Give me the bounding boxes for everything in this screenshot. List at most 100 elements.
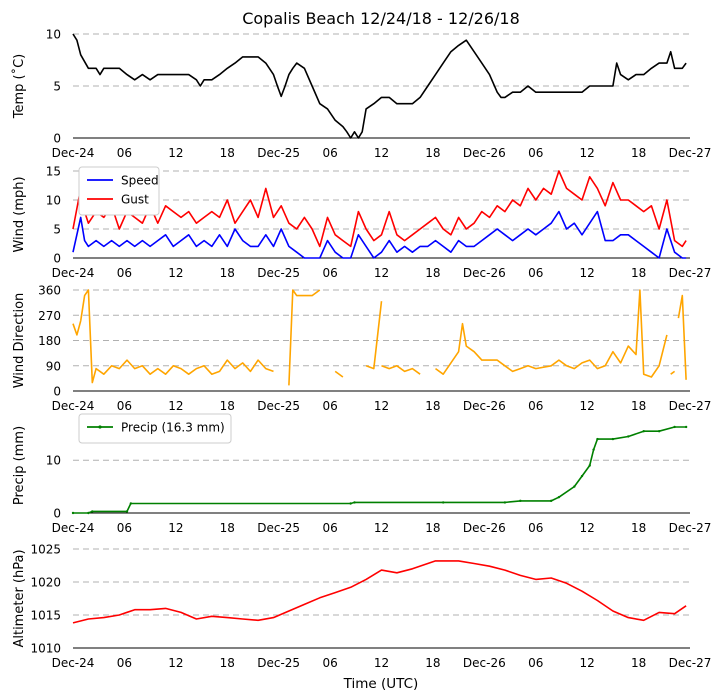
series-line-direction-0-seg3 (334, 370, 344, 378)
y-tick-label: 0 (53, 507, 61, 521)
y-tick-label: 0 (53, 385, 61, 399)
x-tick-label: 18 (220, 521, 235, 535)
legend: Speed Gust (78, 166, 160, 216)
x-tick-label: Dec-27 (669, 266, 712, 280)
x-tick-label: 06 (528, 266, 543, 280)
series-line-direction-0-seg5 (381, 364, 421, 375)
x-tick-label: 06 (117, 266, 132, 280)
legend: Precip (16.3 mm) (78, 413, 232, 444)
x-tick-label: 06 (117, 521, 132, 535)
x-tick-label: Dec-27 (669, 521, 712, 535)
x-tick-label: 12 (580, 146, 595, 160)
data-point (596, 437, 599, 441)
x-tick-label: 06 (117, 399, 132, 413)
x-tick-label: 12 (580, 266, 595, 280)
data-point (519, 499, 522, 503)
series-line-temp-0 (72, 33, 687, 139)
x-tick-label: 12 (580, 521, 595, 535)
x-tick-label: 12 (168, 399, 183, 413)
x-tick-label: Dec-25 (257, 399, 300, 413)
x-tick-label: 06 (322, 656, 337, 670)
x-tick-label: Dec-24 (52, 656, 95, 670)
y-tick-label: 10 (46, 28, 61, 42)
series-line-wind-0 (72, 210, 687, 259)
y-axis-label: Altimeter (hPa) (12, 549, 27, 647)
data-point (684, 425, 688, 429)
data-point (642, 429, 645, 433)
chart-title: Copalis Beach 12/24/18 - 12/26/18 (242, 9, 520, 28)
x-tick-label: 18 (220, 656, 235, 670)
y-axis-label: Wind (mph) (12, 176, 27, 252)
y-tick-label: 90 (46, 359, 61, 373)
x-tick-label: 12 (168, 656, 183, 670)
series-line-direction-0-seg0 (72, 320, 82, 336)
data-point (592, 448, 595, 451)
panel-altimeter: 1010 1015 1020 1025 Dec-24 06 12 18 Dec-25 06 12 18… (12, 543, 711, 671)
x-tick-label: 06 (528, 399, 543, 413)
data-point (442, 501, 445, 504)
data-point (71, 511, 75, 515)
data-point (627, 435, 630, 438)
y-tick-label: 1015 (30, 609, 61, 623)
series-line-direction-0-seg4 (365, 301, 383, 370)
x-tick-label: Dec-24 (52, 399, 95, 413)
x-tick-label: 12 (168, 146, 183, 160)
y-tick-label: 15 (46, 165, 61, 179)
x-tick-label: 18 (220, 266, 235, 280)
x-tick-label: 18 (425, 266, 440, 280)
series-line-direction-0-seg1 (79, 289, 274, 384)
x-tick-label: 18 (425, 146, 440, 160)
series-line-direction-0-seg2 (288, 289, 321, 386)
legend-label: Speed (121, 174, 159, 188)
x-tick-label: Dec-24 (52, 266, 95, 280)
y-tick-label: 270 (38, 309, 61, 323)
data-point (91, 510, 94, 513)
data-point (349, 502, 352, 505)
x-tick-label: Dec-26 (463, 146, 506, 160)
data-point (657, 429, 661, 433)
x-tick-label: 06 (117, 146, 132, 160)
legend-box (78, 413, 232, 444)
legend-label: Precip (16.3 mm) (121, 421, 225, 435)
x-tick-label: 06 (528, 521, 543, 535)
x-tick-label: 06 (322, 521, 337, 535)
x-tick-label: 18 (631, 521, 646, 535)
x-tick-label: Dec-25 (257, 521, 300, 535)
y-axis-label: Wind Direction (12, 293, 27, 389)
x-tick-label: 18 (220, 399, 235, 413)
y-tick-label: 0 (53, 132, 61, 146)
x-tick-label: 12 (374, 656, 389, 670)
x-tick-label: 06 (322, 266, 337, 280)
data-point (588, 464, 591, 467)
x-tick-label: 12 (168, 521, 183, 535)
y-tick-label: 5 (53, 223, 61, 237)
x-tick-label: 18 (425, 521, 440, 535)
data-point (87, 511, 90, 515)
data-point (573, 485, 576, 488)
series-line-direction-0-seg6 (435, 289, 668, 378)
x-tick-label: 18 (425, 399, 440, 413)
x-tick-label: Dec-27 (669, 656, 712, 670)
x-tick-label: Dec-27 (669, 399, 712, 413)
x-tick-label: 18 (631, 656, 646, 670)
x-tick-label: Dec-26 (463, 521, 506, 535)
x-tick-label: Dec-27 (669, 146, 712, 160)
panel-wind: 0 5 10 15 Dec-24 06 12 18 Dec-25 06 12 18 Dec-26 06 12… (12, 165, 711, 281)
data-point (503, 501, 507, 504)
x-tick-label: Dec-26 (463, 656, 506, 670)
panel-direction: 0 90 180 270 360 Dec-24 06 12 18 Dec-25 06 12 18 Dec-… (12, 284, 711, 414)
x-tick-label: 18 (631, 266, 646, 280)
legend-marker (98, 425, 102, 429)
x-tick-label: Dec-24 (52, 521, 95, 535)
x-tick-label: 06 (528, 146, 543, 160)
data-point (549, 499, 553, 503)
series-line-altimeter-0 (72, 560, 687, 624)
y-tick-label: 10 (46, 194, 61, 208)
data-point (353, 501, 356, 504)
y-axis-label: Temp (˚C) (11, 54, 27, 120)
y-tick-label: 10 (46, 454, 61, 468)
x-tick-label: 12 (374, 521, 389, 535)
x-axis-label: Time (UTC) (343, 676, 419, 692)
legend-label: Gust (121, 193, 149, 207)
y-tick-label: 1025 (30, 543, 61, 557)
